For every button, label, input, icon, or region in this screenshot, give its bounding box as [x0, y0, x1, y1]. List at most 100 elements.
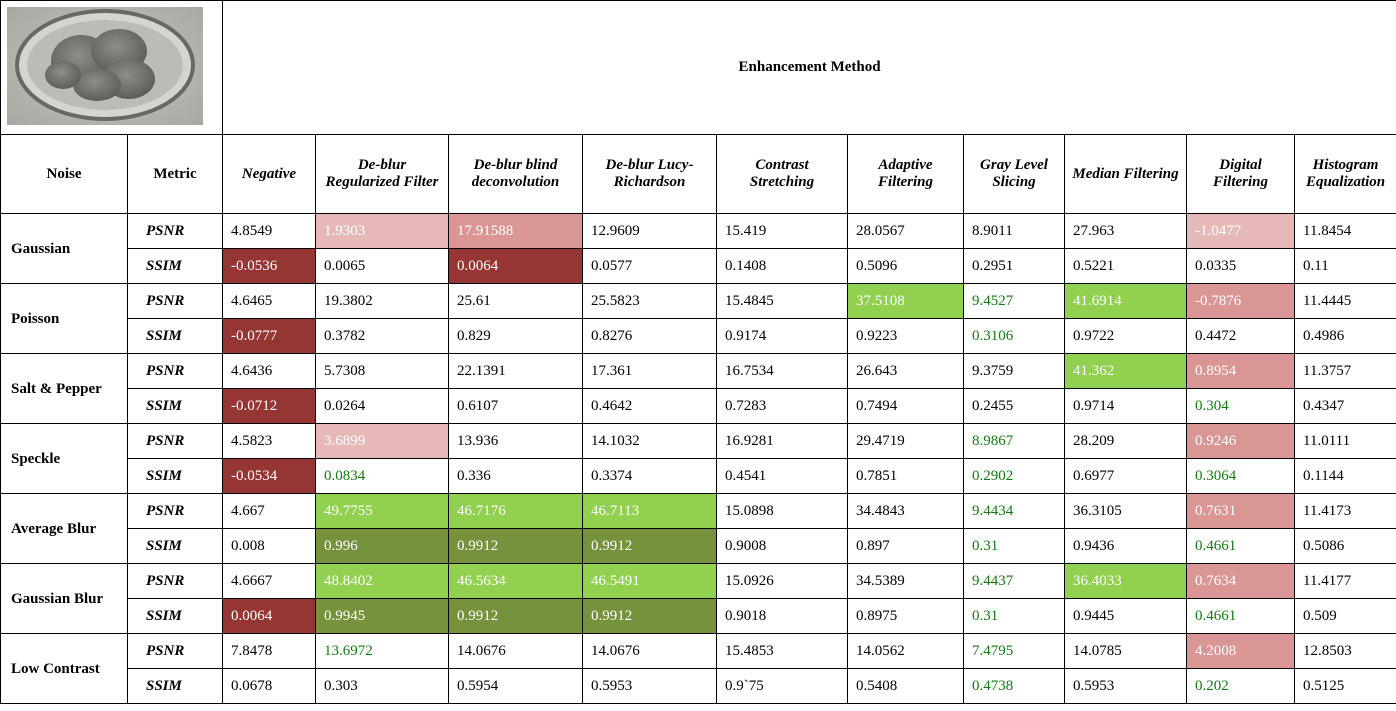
- value-cell: 0.31: [964, 599, 1065, 634]
- value-cell: 0.4661: [1187, 599, 1295, 634]
- value-cell: 4.6436: [223, 354, 316, 389]
- value-cell: 34.4843: [848, 494, 964, 529]
- value-cell: 0.0834: [316, 459, 449, 494]
- value-cell: 46.7176: [449, 494, 583, 529]
- noise-label: Low Contrast: [1, 634, 128, 704]
- value-cell: 0.2455: [964, 389, 1065, 424]
- value-cell: 0.303: [316, 669, 449, 704]
- value-cell: 3.6899: [316, 424, 449, 459]
- page: {"header": {"title": "Enhancement Method…: [0, 0, 1396, 711]
- value-cell: 9.4527: [964, 284, 1065, 319]
- metric-label: SSIM: [128, 459, 223, 494]
- value-cell: 7.8478: [223, 634, 316, 669]
- top-row: Enhancement Method: [1, 1, 1396, 135]
- value-cell: 0.897: [848, 529, 964, 564]
- metric-label: PSNR: [128, 354, 223, 389]
- value-cell: 25.61: [449, 284, 583, 319]
- method-header: Adaptive Filtering: [848, 135, 964, 214]
- value-cell: 27.963: [1065, 214, 1187, 249]
- value-cell: 11.4177: [1295, 564, 1396, 599]
- table-title: Enhancement Method: [223, 1, 1396, 135]
- value-cell: 28.0567: [848, 214, 964, 249]
- noise-label: Salt & Pepper: [1, 354, 128, 424]
- value-cell: -1.0477: [1187, 214, 1295, 249]
- value-cell: 0.9018: [717, 599, 848, 634]
- value-cell: 15.0926: [717, 564, 848, 599]
- value-cell: 0.9246: [1187, 424, 1295, 459]
- value-cell: 22.1391: [449, 354, 583, 389]
- value-cell: 0.9945: [316, 599, 449, 634]
- metric-label: SSIM: [128, 529, 223, 564]
- value-cell: 0.7631: [1187, 494, 1295, 529]
- value-cell: 0.4986: [1295, 319, 1396, 354]
- value-cell: 0.304: [1187, 389, 1295, 424]
- value-cell: 17.91588: [449, 214, 583, 249]
- value-cell: 0.509: [1295, 599, 1396, 634]
- value-cell: 15.4845: [717, 284, 848, 319]
- value-cell: 0.2902: [964, 459, 1065, 494]
- value-cell: 0.0264: [316, 389, 449, 424]
- value-cell: 0.5125: [1295, 669, 1396, 704]
- value-cell: 0.5086: [1295, 529, 1396, 564]
- value-cell: 0.829: [449, 319, 583, 354]
- value-cell: 0.7494: [848, 389, 964, 424]
- value-cell: 0.4642: [583, 389, 717, 424]
- value-cell: 46.5634: [449, 564, 583, 599]
- value-cell: 34.5389: [848, 564, 964, 599]
- value-cell: 0.7283: [717, 389, 848, 424]
- value-cell: 0.0678: [223, 669, 316, 704]
- value-cell: 0.11: [1295, 249, 1396, 284]
- image-cell: [1, 1, 223, 135]
- value-cell: 0.8276: [583, 319, 717, 354]
- value-cell: 26.643: [848, 354, 964, 389]
- metric-label: PSNR: [128, 494, 223, 529]
- value-cell: 5.7308: [316, 354, 449, 389]
- noise-label: Gaussian Blur: [1, 564, 128, 634]
- value-cell: -0.0534: [223, 459, 316, 494]
- value-cell: 0.008: [223, 529, 316, 564]
- value-cell: 0.4661: [1187, 529, 1295, 564]
- value-cell: 4.667: [223, 494, 316, 529]
- value-cell: 0.9174: [717, 319, 848, 354]
- value-cell: 16.9281: [717, 424, 848, 459]
- value-cell: 0.9445: [1065, 599, 1187, 634]
- value-cell: 0.3106: [964, 319, 1065, 354]
- value-cell: 0.9912: [583, 529, 717, 564]
- metric-label: SSIM: [128, 319, 223, 354]
- metric-header: Metric: [128, 135, 223, 214]
- value-cell: 0.5954: [449, 669, 583, 704]
- method-header: Contrast Stretching: [717, 135, 848, 214]
- value-cell: 0.31: [964, 529, 1065, 564]
- value-cell: -0.7876: [1187, 284, 1295, 319]
- value-cell: 11.4173: [1295, 494, 1396, 529]
- value-cell: 9.3759: [964, 354, 1065, 389]
- metric-label: SSIM: [128, 249, 223, 284]
- value-cell: 0.6107: [449, 389, 583, 424]
- value-cell: 41.362: [1065, 354, 1187, 389]
- value-cell: 28.209: [1065, 424, 1187, 459]
- value-cell: 0.9436: [1065, 529, 1187, 564]
- value-cell: 46.5491: [583, 564, 717, 599]
- value-cell: 0.0577: [583, 249, 717, 284]
- value-cell: 0.9008: [717, 529, 848, 564]
- value-cell: 4.6465: [223, 284, 316, 319]
- value-cell: 4.8549: [223, 214, 316, 249]
- value-cell: 9.4437: [964, 564, 1065, 599]
- value-cell: 0.4541: [717, 459, 848, 494]
- value-cell: 0.4472: [1187, 319, 1295, 354]
- value-cell: 36.3105: [1065, 494, 1187, 529]
- value-cell: 8.9867: [964, 424, 1065, 459]
- metric-label: PSNR: [128, 634, 223, 669]
- method-header: De-blur blind deconvolution: [449, 135, 583, 214]
- value-cell: 13.936: [449, 424, 583, 459]
